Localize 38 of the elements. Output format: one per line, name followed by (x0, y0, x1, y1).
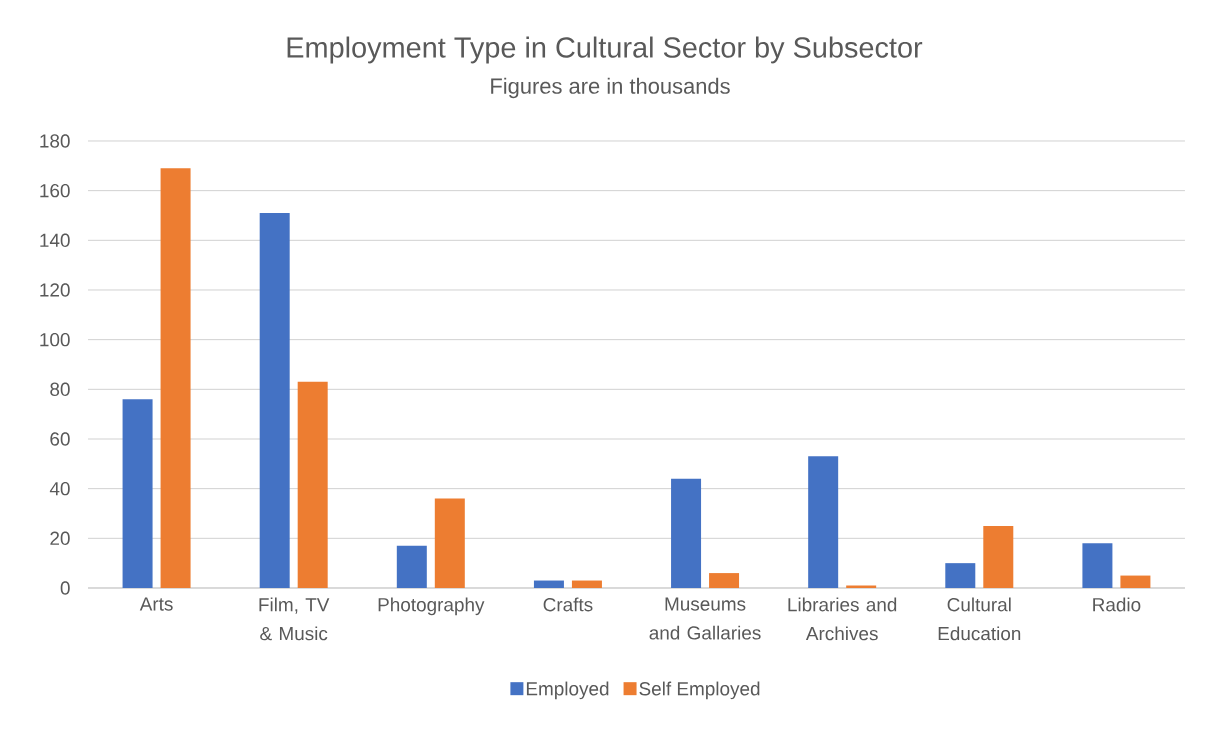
legend-label: Self Employed (639, 681, 760, 700)
y-tick-label: 140 (40, 233, 70, 248)
bar (259, 213, 290, 588)
legend-label: Employed (526, 681, 609, 700)
y-tick-label: 40 (49, 481, 70, 496)
x-tick-label: Film, TV & Music (259, 597, 330, 641)
y-tick-label: 80 (50, 382, 70, 397)
bar (671, 478, 702, 588)
y-tick-label: 20 (50, 531, 70, 546)
bar (983, 525, 1014, 588)
bar (571, 580, 602, 588)
y-tick-label: 120 (40, 283, 70, 297)
x-tick-label: Photography (378, 597, 485, 616)
x-tick-label: Arts (139, 597, 173, 611)
bar (396, 545, 427, 588)
bar (297, 381, 328, 588)
bar (533, 580, 564, 588)
bar (434, 498, 465, 588)
bar (808, 456, 839, 588)
x-tick-label: Radio (1093, 597, 1141, 612)
bar (945, 563, 976, 588)
x-tick-label: Crafts (543, 597, 593, 612)
bar (846, 585, 877, 588)
x-tick-label: Cultural Education (938, 597, 1021, 641)
bar (1082, 543, 1113, 588)
y-tick-label: 180 (40, 134, 70, 148)
chart-title: Employment Type in Cultural Sector by Subsector (287, 36, 923, 64)
y-tick-label: 0 (60, 581, 70, 595)
y-tick-label: 100 (40, 332, 70, 347)
y-tick-label: 60 (50, 432, 70, 446)
bar (160, 168, 191, 588)
x-tick-label: Museums and Gallaries (649, 597, 761, 640)
chart-subtitle: Figures are in thousands (491, 77, 730, 99)
bar (122, 399, 153, 588)
x-tick-label: Libraries and Archives (788, 597, 897, 641)
y-tick-label: 160 (40, 183, 70, 198)
bar (1120, 575, 1151, 588)
bar (709, 573, 740, 588)
